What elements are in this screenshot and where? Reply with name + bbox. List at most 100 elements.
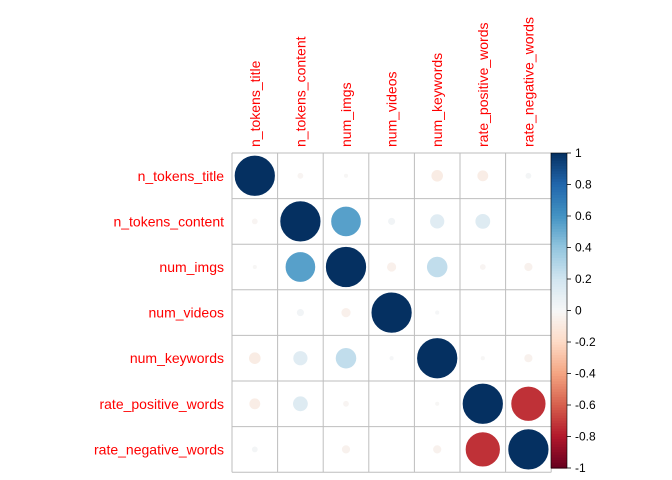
- colorbar-strip: [551, 197, 567, 201]
- colorbar-strip: [551, 242, 567, 246]
- colorbar-strip: [551, 179, 567, 183]
- corr-circle-num_keywords-num_imgs: [335, 347, 357, 369]
- colorbar-strip: [551, 373, 567, 377]
- row-label-n_tokens_content: n_tokens_content: [113, 213, 224, 229]
- colorbar-strip: [551, 423, 567, 427]
- colorbar-strip: [551, 389, 567, 393]
- row-label-num_videos: num_videos: [149, 305, 225, 321]
- row-label-rate_negative_words: rate_negative_words: [94, 441, 224, 457]
- corr-circle-rate_positive_words-n_tokens_title: [249, 398, 261, 410]
- colorbar-strip: [551, 352, 567, 356]
- corr-circle-num_imgs-num_keywords: [426, 256, 448, 278]
- colorbar-strip: [551, 355, 567, 359]
- colorbar-strip: [551, 205, 567, 209]
- colorbar-strip: [551, 342, 567, 346]
- corr-circle-num_videos-num_videos: [370, 291, 413, 334]
- colorbar-strip: [551, 402, 567, 406]
- corr-circle-n_tokens_content-n_tokens_title: [251, 218, 258, 225]
- colorbar-strip: [551, 252, 567, 256]
- colorbar-strip: [551, 386, 567, 390]
- corr-circle-n_tokens_content-num_imgs: [330, 205, 362, 238]
- colorbar-tick-label: 0.4: [575, 241, 592, 255]
- corr-circle-rate_negative_words-n_tokens_title: [251, 446, 258, 453]
- column-label-rate_negative_words: rate_negative_words: [520, 17, 536, 147]
- corr-circle-num_keywords-rate_positive_words: [480, 356, 485, 361]
- colorbar-strip: [551, 258, 567, 262]
- colorbar-strip: [551, 226, 567, 230]
- colorbar-strip: [551, 344, 567, 348]
- row-labels: n_tokens_title n_tokens_content num_imgsnu…: [94, 168, 224, 458]
- colorbar-strip: [551, 399, 567, 403]
- colorbar-strip: [551, 321, 567, 325]
- colorbar-strip: [551, 163, 567, 167]
- corr-circle-n_tokens_content-num_keywords: [430, 214, 445, 229]
- colorbar-strip: [551, 405, 567, 409]
- colorbar-strip: [551, 307, 567, 312]
- colorbar-tick-label: -0.4: [575, 367, 596, 381]
- corr-circle-n_tokens_title-num_imgs: [343, 173, 349, 178]
- colorbar-strip: [551, 263, 567, 267]
- colorbar-strip: [551, 181, 567, 186]
- colorbar-strip: [551, 184, 567, 188]
- colorbar-tick-label: 1: [575, 146, 582, 160]
- corr-circle-num_keywords-rate_negative_words: [524, 354, 533, 363]
- colorbar-strip: [551, 305, 567, 309]
- colorbar-strip: [551, 294, 567, 298]
- corr-circle-rate_positive_words-num_keywords: [435, 401, 440, 406]
- corr-circle-num_keywords-num_keywords: [416, 337, 459, 380]
- colorbar-strip: [551, 326, 567, 330]
- corr-circle-rate_positive_words-rate_positive_words: [461, 382, 504, 425]
- corr-circle-rate_negative_words-num_keywords: [433, 445, 442, 454]
- corr-circle-num_videos-num_imgs: [341, 308, 351, 318]
- colorbar-strip: [551, 268, 567, 272]
- colorbar-strip: [551, 284, 567, 288]
- column-labels: n_tokens_title n_tokens_content num_imgs nu…: [247, 17, 537, 147]
- colorbar-strip: [551, 273, 567, 277]
- colorbar-strip: [551, 418, 567, 422]
- colorbar-strip: [551, 426, 567, 430]
- colorbar-strip: [551, 428, 567, 432]
- colorbar-strip: [551, 363, 567, 367]
- colorbar-strip: [551, 394, 567, 398]
- corr-circle-n_tokens_content-rate_positive_words: [475, 214, 491, 229]
- corr-circle-n_tokens_title-n_tokens_content: [297, 172, 304, 179]
- colorbar-strip: [551, 218, 567, 222]
- corr-circle-rate_negative_words-rate_positive_words: [464, 431, 501, 468]
- colorbar-strip: [551, 276, 567, 280]
- colorbar-strip: [551, 376, 567, 380]
- colorbar-strip: [551, 313, 567, 317]
- colorbar-strip: [551, 336, 567, 340]
- colorbar-strip: [551, 447, 567, 451]
- colorbar-strip: [551, 153, 567, 157]
- colorbar-strip: [551, 250, 567, 254]
- colorbar-strip: [551, 216, 567, 220]
- corr-circle-rate_positive_words-rate_negative_words: [510, 385, 547, 422]
- colorbar-strip: [551, 260, 567, 264]
- column-label-num_keywords: num_keywords: [429, 53, 445, 147]
- colorbar-tick-label: -0.2: [575, 335, 596, 349]
- row-label-n_tokens_title: n_tokens_title: [138, 168, 225, 184]
- colorbar: 1 0.8 0.6 0.4 0.2 0 -0.2 -0.4 -0.6 -0.8 -1: [550, 146, 596, 475]
- colorbar-strip: [551, 433, 567, 438]
- column-label-num_imgs: num_imgs: [338, 82, 354, 147]
- corr-circle-num_imgs-rate_negative_words: [524, 262, 533, 272]
- colorbar-strip: [551, 160, 567, 165]
- colorbar-strip: [551, 237, 567, 241]
- colorbar-strip: [551, 247, 567, 251]
- colorbar-strip: [551, 415, 567, 419]
- corr-circle-num_imgs-n_tokens_content: [284, 251, 317, 283]
- corr-circle-num_videos-n_tokens_content: [296, 309, 304, 317]
- colorbar-strip: [551, 239, 567, 243]
- colorbar-strip: [551, 462, 567, 466]
- colorbar-strip: [551, 281, 567, 285]
- colorbar-tick-label: 0.2: [575, 272, 592, 286]
- colorbar-strip: [551, 331, 567, 335]
- colorbar-tick-label: 0.8: [575, 178, 592, 192]
- corr-circle-num_imgs-num_imgs: [325, 246, 367, 288]
- column-label-n_tokens_title: n_tokens_title: [247, 60, 263, 147]
- row-label-rate_positive_words: rate_positive_words: [99, 396, 224, 412]
- colorbar-strip: [551, 200, 567, 204]
- colorbar-tick-label: -0.8: [575, 430, 596, 444]
- corr-circle-rate_positive_words-n_tokens_content: [293, 396, 308, 412]
